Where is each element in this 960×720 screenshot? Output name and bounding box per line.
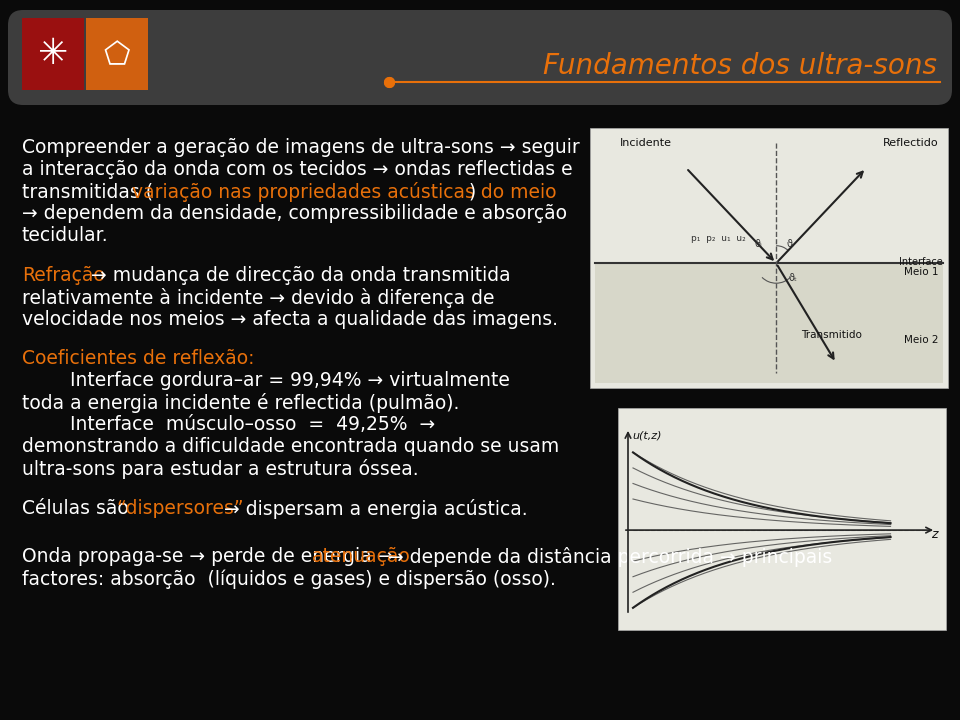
Bar <box>86 18 148 90</box>
Text: → dependem da densidade, compressibilidade e absorção: → dependem da densidade, compressibilida… <box>22 204 567 223</box>
Text: “dispersores”: “dispersores” <box>116 499 244 518</box>
Text: → mudança de direcção da onda transmitida: → mudança de direcção da onda transmitid… <box>84 266 511 284</box>
Text: tecidular.: tecidular. <box>22 226 108 245</box>
Text: transmitidas (: transmitidas ( <box>22 182 154 201</box>
Bar <box>618 408 946 630</box>
Text: u(t,z): u(t,z) <box>632 430 661 440</box>
Text: ϑᵢ: ϑᵢ <box>755 239 762 249</box>
Text: ⬠: ⬠ <box>104 42 131 71</box>
Text: variação nas propriedades acústicas do meio: variação nas propriedades acústicas do m… <box>132 182 556 202</box>
Text: Interface gordura–ar = 99,94% → virtualmente: Interface gordura–ar = 99,94% → virtualm… <box>22 372 510 390</box>
Text: z: z <box>931 528 938 541</box>
Text: Compreender a geração de imagens de ultra-sons → seguir: Compreender a geração de imagens de ultr… <box>22 138 580 157</box>
Text: Refração: Refração <box>22 266 105 284</box>
Text: Meio 2: Meio 2 <box>903 335 938 345</box>
Text: ): ) <box>468 182 475 201</box>
Text: → dispersam a energia acústica.: → dispersam a energia acústica. <box>218 499 527 519</box>
Text: Incidente: Incidente <box>620 138 672 148</box>
Text: relativamente à incidente → devido à diferença de: relativamente à incidente → devido à dif… <box>22 287 494 307</box>
Bar <box>22 18 84 90</box>
Text: ϑₜ: ϑₜ <box>788 273 797 283</box>
Text: p₁  p₂  u₁  u₂: p₁ p₂ u₁ u₂ <box>691 234 746 243</box>
Text: Interface  músculo–osso  =  49,25%  →: Interface músculo–osso = 49,25% → <box>22 415 435 434</box>
Text: Onda propaga-se → perde de energia →: Onda propaga-se → perde de energia → <box>22 547 399 566</box>
Text: toda a energia incidente é reflectida (pulmão).: toda a energia incidente é reflectida (p… <box>22 393 460 413</box>
Bar <box>590 128 948 388</box>
Text: ✳: ✳ <box>37 37 68 71</box>
Text: → depende da distância percorrida → principais: → depende da distância percorrida → prin… <box>382 547 832 567</box>
Text: Interface: Interface <box>900 257 943 267</box>
Text: Reflectido: Reflectido <box>882 138 938 148</box>
Text: Coeficientes de reflexão:: Coeficientes de reflexão: <box>22 349 254 368</box>
Polygon shape <box>595 264 943 383</box>
Text: velocidade nos meios → afecta a qualidade das imagens.: velocidade nos meios → afecta a qualidad… <box>22 310 558 328</box>
Text: a interacção da onda com os tecidos → ondas reflectidas e: a interacção da onda com os tecidos → on… <box>22 160 572 179</box>
Text: Células são: Células são <box>22 499 134 518</box>
Text: Fundamentos dos ultra-sons: Fundamentos dos ultra-sons <box>543 52 937 80</box>
Text: Meio 1: Meio 1 <box>903 267 938 277</box>
Text: Transmitido: Transmitido <box>802 330 862 340</box>
FancyBboxPatch shape <box>8 10 952 105</box>
Text: ϑᵣ: ϑᵣ <box>786 239 795 249</box>
Text: demonstrando a dificuldade encontrada quando se usam: demonstrando a dificuldade encontrada qu… <box>22 437 560 456</box>
Text: atenuação: atenuação <box>312 547 411 566</box>
Text: factores: absorção  (líquidos e gases) e dispersão (osso).: factores: absorção (líquidos e gases) e … <box>22 570 556 589</box>
Text: ultra-sons para estudar a estrutura óssea.: ultra-sons para estudar a estrutura ósse… <box>22 459 419 480</box>
